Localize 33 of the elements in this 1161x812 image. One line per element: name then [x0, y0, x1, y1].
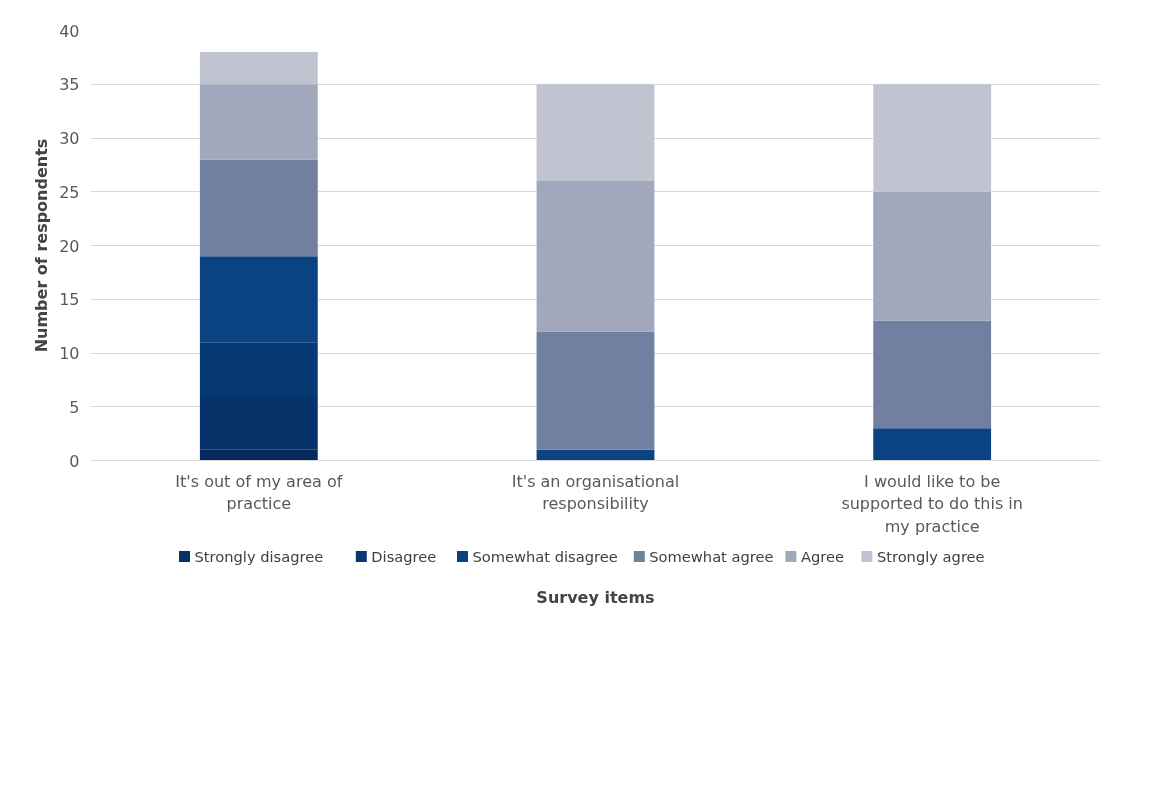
y-tick-label: 5	[69, 397, 80, 417]
y-tick-label: 0	[69, 451, 80, 471]
y-tick-label: 20	[59, 236, 80, 256]
y-tick-label: 35	[59, 75, 80, 95]
y-tick-label: 10	[59, 344, 80, 363]
legend-label: Strongly agree	[876, 548, 985, 565]
legend-label: Somewhat agree	[649, 548, 774, 565]
legend-label: Disagree	[371, 548, 437, 565]
x-tick-label: It's out of my area of practice	[175, 471, 343, 514]
bar	[873, 320, 992, 429]
bar	[536, 181, 655, 332]
bar	[199, 449, 318, 461]
y-tick-label: 30	[59, 129, 80, 148]
bar	[199, 256, 318, 343]
x-tick-label: It's an organisational responsibility	[511, 471, 680, 514]
x-axis-title: Survey items	[536, 587, 655, 607]
bar	[199, 84, 318, 160]
y-tick-label: 25	[59, 182, 80, 202]
bar	[536, 331, 655, 450]
y-tick-label: 15	[59, 290, 80, 310]
bar	[873, 428, 992, 461]
bar	[536, 449, 655, 461]
bar	[536, 84, 655, 181]
bar	[199, 159, 318, 257]
bar	[199, 52, 318, 85]
y-axis-title: Number of respondents	[32, 138, 52, 353]
legend-label: Somewhat disagree	[472, 548, 618, 565]
bar	[873, 191, 992, 321]
y-tick-label: 40	[59, 21, 80, 41]
legend-label: Agree	[800, 548, 844, 565]
bar	[873, 84, 992, 192]
x-tick-label: I would like to be supported to do this in my practice	[841, 471, 1023, 537]
legend-label: Strongly disagree	[194, 548, 324, 565]
